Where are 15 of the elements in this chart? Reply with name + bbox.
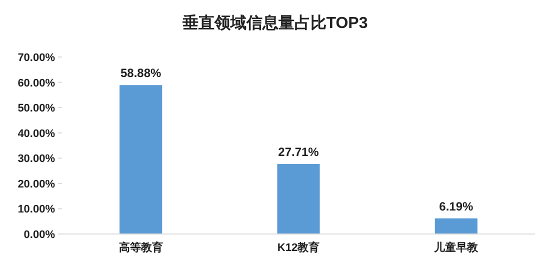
xtick: K12教育	[277, 242, 320, 254]
ytick: 20.00%	[18, 178, 55, 190]
ytick: 30.00%	[18, 153, 55, 166]
xtick: 儿童早教	[434, 242, 478, 254]
ytick: 50.00%	[18, 102, 55, 115]
xtick: 高等教育	[118, 242, 163, 254]
ytick: 0.00%	[24, 229, 55, 241]
title: 垂直领域信息量占比TOP3	[182, 15, 368, 32]
ytick: 10.00%	[18, 204, 55, 216]
data-label: 27.71%	[278, 144, 319, 159]
ytick: 60.00%	[18, 77, 55, 90]
data-label: 58.88%	[120, 66, 162, 80]
ytick: 70.00%	[18, 52, 55, 64]
data-label: 6.19%	[439, 199, 474, 214]
ytick: 40.00%	[18, 128, 55, 140]
